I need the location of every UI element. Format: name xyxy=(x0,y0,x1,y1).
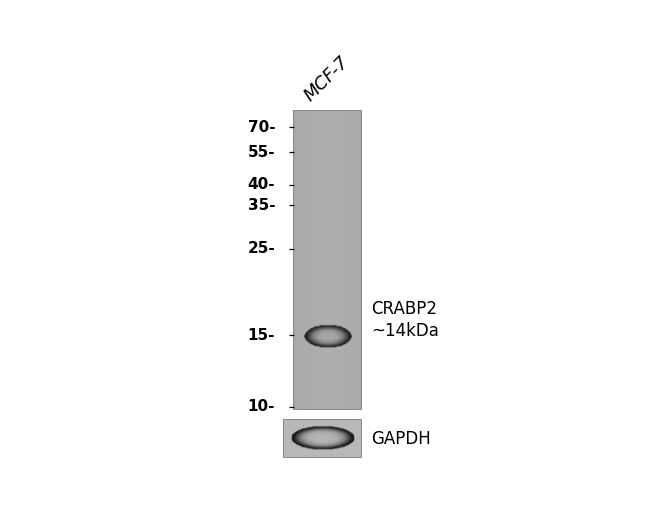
Text: 25-: 25- xyxy=(248,241,275,256)
Text: 55-: 55- xyxy=(248,145,275,160)
Text: 70-: 70- xyxy=(248,120,275,135)
Text: ~14kDa: ~14kDa xyxy=(371,322,439,340)
Text: GAPDH: GAPDH xyxy=(371,430,431,448)
Text: 35-: 35- xyxy=(248,198,275,213)
Text: 10-: 10- xyxy=(248,399,275,414)
Text: 40-: 40- xyxy=(248,177,275,192)
Text: CRABP2: CRABP2 xyxy=(371,300,437,318)
Text: MCF-7: MCF-7 xyxy=(301,53,353,105)
Text: 15-: 15- xyxy=(248,328,275,343)
